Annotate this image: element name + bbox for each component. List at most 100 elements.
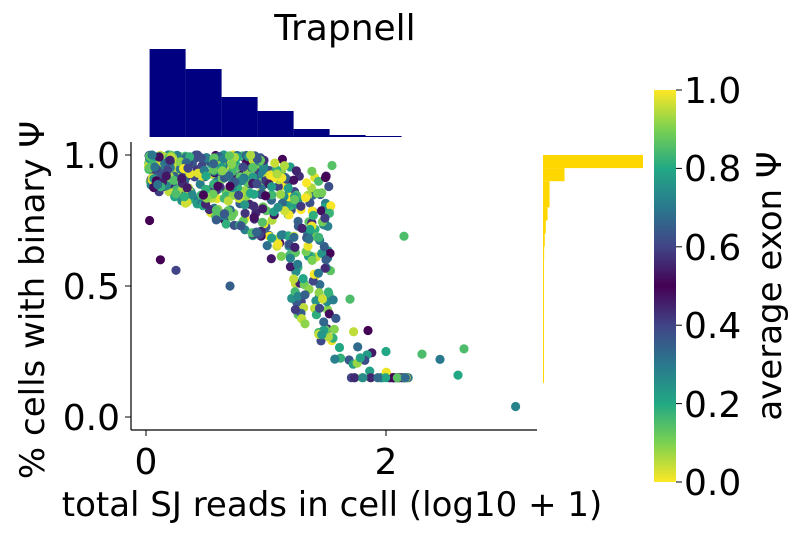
scatter-point [147,150,157,160]
scatter-point [252,179,262,189]
colorbar-tick-0: 0.0 [684,463,741,504]
scatter-point [317,294,328,304]
scatter-point [165,155,175,165]
scatter-point [252,154,262,164]
scatter-point [285,262,295,272]
scatter-point [291,166,301,176]
top-histogram-bar [293,129,330,137]
colorbar-label: average exon Ψ [750,151,790,420]
right-histogram-bar [543,338,544,365]
colorbar [654,90,676,482]
scatter-point [320,172,331,183]
scatter-point [237,176,247,186]
scatter-point [327,160,337,171]
x-axis-label: total SJ reads in cell (log10 + 1) [62,485,603,525]
colorbar-tick-06: 0.6 [684,228,741,269]
scatter-point [208,159,219,169]
scatter-point [293,291,303,301]
scatter-point [320,263,330,273]
scatter-point [392,373,402,383]
scatter-point [261,191,271,201]
colorbar-tick-08: 0.8 [684,149,741,190]
scatter-point [187,190,197,200]
scatter-point [321,255,331,265]
scatter-point [314,232,324,242]
scatter-point [314,303,325,313]
scatter-point [313,268,323,278]
scatter-point [258,204,268,214]
scatter-point [276,230,286,240]
scatter-point [290,194,300,205]
top-histogram-bar [257,111,294,137]
scatter-point [319,317,329,327]
chart-title: Trapnell [273,8,415,49]
scatter-point [289,175,299,185]
scatter-point [290,242,300,252]
x-tick-label-2: 2 [375,442,398,483]
scatter-point [353,342,363,352]
scatter-point [328,295,338,305]
scatter-points [143,150,521,412]
scatter-point [435,354,445,364]
scatter-point [183,163,193,173]
scatter-point [182,183,192,193]
scatter-point [219,209,230,219]
scatter-point [273,182,283,192]
top-histogram-bar [329,135,366,137]
y-tick-label-0: 0.0 [63,398,120,439]
scatter-point [381,373,391,383]
scatter-point [334,342,345,353]
scatter-point [276,189,286,199]
right-marginal-histogram [543,155,643,383]
scatter-point [227,159,237,169]
scatter-point [316,206,327,216]
y-tick-label-1: 1.0 [63,136,120,177]
scatter-point [400,373,410,383]
scatter-point [300,319,310,329]
scatter-point [257,217,267,227]
right-histogram-bar [543,259,544,273]
scatter-point [249,201,259,211]
scatter-point [224,171,234,181]
right-histogram-bar [543,286,544,313]
scatter-point [273,202,283,212]
right-histogram-bar [543,207,548,221]
scatter-point [270,158,280,168]
scatter-point [211,205,222,215]
right-histogram-bar [543,155,643,169]
scatter-point [363,325,373,336]
scatter-point [198,190,208,200]
top-histogram-bar [185,69,222,137]
scatter-point [225,181,235,191]
scatter-point [304,234,314,244]
scatter-point [290,305,300,315]
scatter-point [314,176,324,186]
right-histogram-bar [543,246,545,260]
x-tick-label-0: 0 [135,442,158,483]
scatter-point [225,281,235,291]
scatter-point [293,259,303,269]
scatter-point [308,276,318,286]
scatter-point [289,232,299,242]
scatter-point [289,274,299,284]
scatter-point [273,239,283,249]
scatter-point [272,169,282,179]
right-histogram-bar [543,168,565,182]
scatter-point [301,193,311,203]
scatter-point [171,265,181,275]
scatter-point [246,150,256,160]
scatter-point [296,201,306,211]
scatter-point [217,166,227,176]
scatter-point [150,162,160,172]
scatter-point [276,251,286,261]
scatter-point [399,231,409,241]
scatter-point [249,189,259,199]
top-histogram-bar [365,136,402,137]
scatter-point [317,330,327,340]
scatter-point [234,190,244,200]
scatter-point [153,180,163,190]
scatter-point [324,181,334,192]
scatter-point [213,181,223,191]
scatter-point [307,166,317,176]
scatter-point [283,183,293,193]
